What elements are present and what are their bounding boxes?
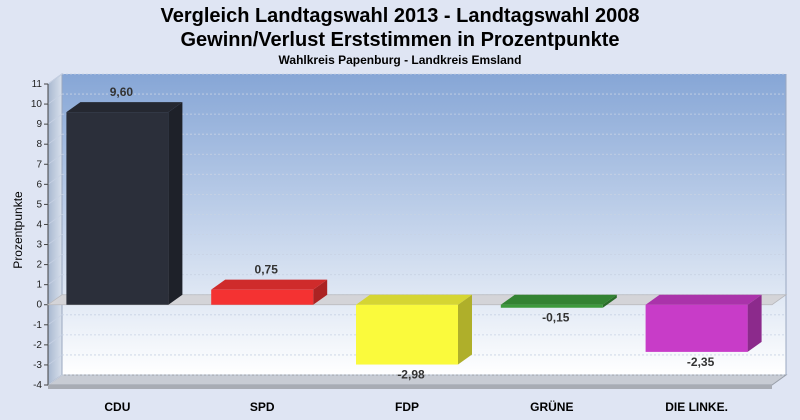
floor-edge <box>48 385 772 389</box>
bar-top <box>66 102 183 113</box>
x-tick-label: FDP <box>395 400 419 414</box>
bar-front <box>500 304 603 308</box>
bar-fdp <box>356 294 472 365</box>
y-tick-label: 10 <box>31 99 43 110</box>
y-tick-label: 7 <box>36 159 42 170</box>
gridline-wall <box>47 133 63 145</box>
y-tick-label: 5 <box>36 199 42 210</box>
bar-spd <box>211 279 328 305</box>
bar-top <box>645 294 762 305</box>
bar-front <box>645 304 748 352</box>
y-tick-label: -2 <box>33 340 42 351</box>
y-tick-label: 3 <box>36 240 42 251</box>
chart-title: Vergleich Landtagswahl 2013 - Landtagswa… <box>160 5 640 27</box>
bar-side <box>458 294 472 365</box>
y-tick-label: 4 <box>36 219 42 230</box>
gridline-wall <box>47 254 63 265</box>
y-tick-label: -4 <box>33 380 42 391</box>
bar-side <box>313 279 328 305</box>
left-wall <box>47 73 63 386</box>
data-label: 9,60 <box>110 85 134 99</box>
bar-die-linke <box>645 294 762 352</box>
gridline-wall <box>47 214 63 225</box>
gridline-wall <box>47 274 63 285</box>
data-label: -0,15 <box>542 311 570 325</box>
x-tick-label: SPD <box>250 400 275 414</box>
bar-side <box>168 102 183 305</box>
bar-front <box>66 112 169 305</box>
bar-front <box>211 289 314 305</box>
gridline-wall <box>47 354 63 366</box>
data-label: 0,75 <box>255 263 279 277</box>
y-tick-label: 8 <box>36 139 42 150</box>
y-tick-label: -3 <box>33 360 42 371</box>
gridline-wall <box>47 334 63 346</box>
x-tick-label: DIE LINKE. <box>665 400 728 414</box>
y-tick-label: 6 <box>36 179 42 190</box>
data-label: -2,98 <box>397 368 425 382</box>
chart-subtitle: Wahlkreis Papenburg - Landkreis Emsland <box>278 53 522 67</box>
chart-title-line2: Gewinn/Verlust Erststimmen in Prozentpun… <box>180 29 620 51</box>
bar-side <box>747 294 762 352</box>
y-tick-label: -1 <box>33 320 42 331</box>
bar-top <box>500 294 617 305</box>
bar-cdu <box>66 102 183 305</box>
gridline-wall <box>47 93 63 105</box>
gridline-wall <box>47 234 63 245</box>
gridline-wall <box>47 194 63 205</box>
bar-gr-ne <box>500 294 617 308</box>
y-axis-label: Prozentpunkte <box>11 191 25 269</box>
y-tick-label: 2 <box>36 260 42 271</box>
bar-top <box>356 294 472 305</box>
gridline-wall <box>47 314 63 326</box>
gridline-wall <box>47 73 63 85</box>
y-tick-label: 11 <box>32 79 43 90</box>
gridline-wall <box>47 174 63 185</box>
bar-top <box>211 279 328 290</box>
gridline-wall <box>47 153 63 165</box>
x-tick-label: CDU <box>104 400 130 414</box>
y-tick-label: 0 <box>36 300 42 311</box>
gridline-wall <box>47 113 63 125</box>
data-label: -2,35 <box>687 355 715 369</box>
bar-front <box>356 304 458 365</box>
bar-side <box>602 294 617 308</box>
gridline-wall <box>47 374 63 386</box>
y-tick-label: 1 <box>36 280 42 291</box>
y-tick-label: 9 <box>36 119 42 130</box>
x-tick-label: GRÜNE <box>530 399 573 414</box>
